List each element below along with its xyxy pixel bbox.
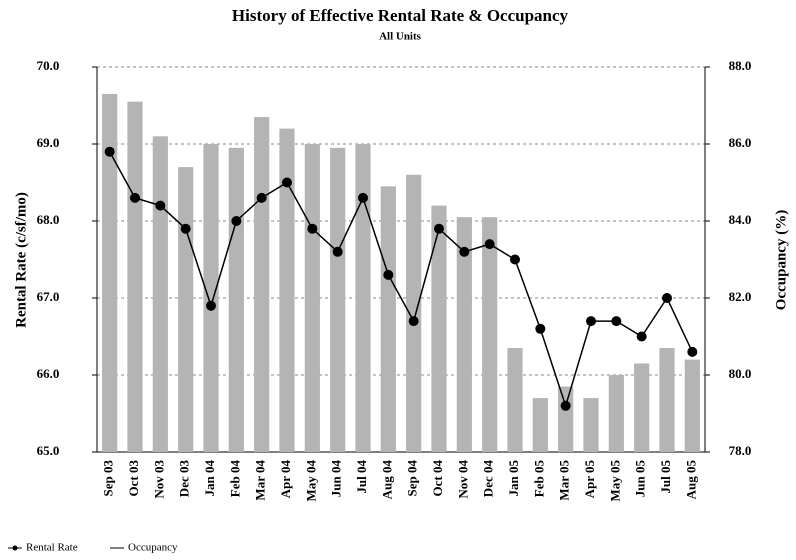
x-tick-label: Feb 04	[227, 460, 242, 498]
marker	[662, 293, 672, 303]
bar	[127, 101, 143, 453]
bar	[608, 375, 624, 452]
legend-label: Occupancy	[128, 542, 178, 554]
marker	[636, 331, 647, 342]
marker	[206, 300, 216, 311]
x-tick-label: Jun 04	[329, 460, 344, 498]
y2-axis-title: Occupancy (%)	[773, 210, 789, 310]
x-tick-label: Apr 04	[278, 460, 293, 499]
x-tick-label: Jan 05	[506, 460, 521, 497]
marker	[307, 223, 318, 234]
bar	[507, 348, 523, 452]
marker	[535, 323, 546, 334]
bar	[203, 144, 219, 452]
marker	[510, 254, 520, 265]
x-tick-label: Aug 04	[379, 460, 394, 500]
x-tick-label: Oct 04	[430, 460, 445, 497]
line	[109, 151, 694, 409]
bar	[583, 398, 599, 452]
bar	[684, 359, 700, 452]
legend-marker	[12, 545, 18, 551]
bar	[482, 217, 498, 452]
x-tick-label: Jan 04	[202, 460, 217, 497]
x-tick-label: May 05	[607, 460, 622, 502]
x-tick-label: Jun 05	[633, 460, 648, 498]
marker	[484, 239, 495, 250]
y-tick-label: 70.0	[37, 58, 60, 73]
y-tick-label: 66.0	[37, 366, 60, 381]
x-tick-label: Apr 05	[582, 460, 597, 499]
x-tick-label: Dec 04	[481, 460, 496, 498]
marker	[687, 346, 698, 357]
bar	[659, 348, 675, 452]
y2-tick-label: 88.0	[729, 58, 752, 73]
chart-title: History of Effective Rental Rate & Occup…	[232, 6, 569, 25]
marker	[611, 316, 622, 327]
marker	[282, 177, 292, 188]
x-tick-label: Dec 03	[177, 460, 192, 498]
x-tick-label: Mar 05	[557, 460, 572, 501]
y-tick-label: 67.0	[37, 289, 60, 304]
y2-tick-label: 80.0	[729, 366, 752, 381]
marker	[560, 400, 571, 411]
marker	[459, 246, 470, 257]
marker	[256, 192, 267, 203]
bar	[254, 117, 270, 453]
y2-tick-label: 82.0	[729, 289, 752, 304]
marker	[383, 269, 394, 280]
x-tick-label: May 04	[303, 460, 318, 502]
marker	[408, 316, 419, 327]
bar	[532, 398, 548, 452]
x-tick-label: Sep 04	[405, 460, 420, 497]
chart-subtitle: All Units	[379, 31, 422, 43]
y2-tick-label: 78.0	[729, 443, 752, 458]
bar	[279, 128, 295, 452]
x-tick-label: Aug 05	[683, 460, 698, 500]
bar	[355, 144, 371, 452]
bar	[152, 136, 168, 453]
x-tick-label: Nov 03	[151, 460, 166, 499]
marker	[434, 223, 444, 234]
bar	[178, 167, 194, 452]
x-tick-label: Oct 03	[126, 460, 141, 497]
y-tick-label: 68.0	[37, 212, 60, 227]
x-tick-label: Mar 04	[253, 460, 268, 501]
marker	[358, 192, 368, 203]
bar	[228, 147, 244, 452]
bar	[330, 147, 346, 452]
legend-label: Rental Rate	[26, 542, 78, 554]
marker	[586, 316, 596, 327]
x-tick-label: Nov 04	[455, 460, 470, 499]
bar	[634, 363, 650, 452]
bar	[304, 144, 320, 452]
marker	[180, 223, 191, 234]
bar	[102, 93, 118, 452]
marker	[231, 216, 242, 226]
marker	[155, 200, 166, 211]
x-tick-label: Feb 05	[531, 460, 546, 498]
y-tick-label: 69.0	[37, 135, 60, 150]
y-axis-title: Rental Rate (c/sf/mo)	[13, 192, 29, 328]
marker	[130, 192, 140, 203]
bar	[406, 174, 422, 453]
marker	[104, 146, 115, 157]
marker	[332, 246, 343, 257]
y-tick-label: 65.0	[37, 443, 60, 458]
y2-tick-label: 86.0	[729, 135, 752, 150]
x-tick-label: Sep 03	[101, 460, 116, 497]
x-tick-label: Jul 04	[354, 460, 369, 494]
bar	[456, 217, 472, 452]
bar	[431, 205, 447, 452]
x-tick-label: Jul 05	[658, 460, 673, 494]
bar	[380, 186, 396, 452]
y2-tick-label: 84.0	[729, 212, 752, 227]
bar	[558, 386, 574, 452]
